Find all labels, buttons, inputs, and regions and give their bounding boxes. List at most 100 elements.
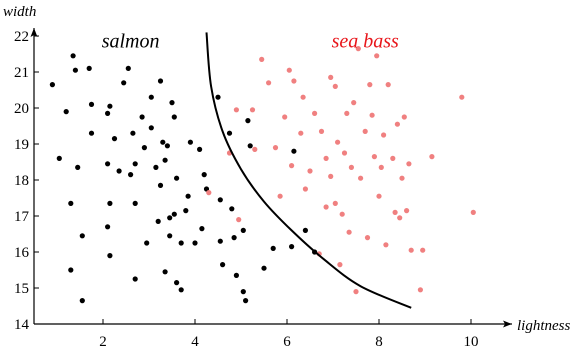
sea-bass-point — [470, 209, 476, 215]
salmon-point — [231, 235, 237, 241]
salmon-point — [157, 78, 164, 84]
salmon-point — [199, 226, 205, 232]
x-tick-label: 8 — [375, 334, 383, 350]
sea-bass-point — [401, 114, 407, 120]
salmon-point — [88, 101, 95, 107]
sea-bass-point — [429, 154, 435, 160]
sea-bass-point — [300, 94, 306, 100]
sea-bass-point — [307, 168, 313, 174]
salmon-point — [243, 298, 249, 304]
sea-bass-point — [351, 100, 357, 106]
sea-bass-point — [383, 242, 389, 248]
sea-bass-point — [312, 110, 318, 116]
salmon-point — [245, 118, 251, 124]
salmon-point — [128, 172, 134, 178]
sea-bass-point — [369, 112, 375, 118]
sea-bass-point — [399, 175, 405, 181]
y-tick-label: 20 — [14, 101, 29, 117]
salmon-point — [169, 100, 175, 106]
salmon-point — [79, 233, 85, 239]
sea-bass-point — [291, 78, 297, 84]
y-tick-label: 19 — [14, 137, 29, 153]
sea-bass-point — [355, 46, 361, 52]
sea-bass-point — [286, 67, 292, 73]
salmon-point — [132, 161, 138, 167]
y-tick-label: 17 — [14, 209, 30, 225]
salmon-point — [217, 197, 223, 203]
sea-bass-point — [206, 190, 212, 196]
salmon-point — [86, 65, 92, 71]
salmon-point — [174, 175, 180, 181]
y-tick-label: 22 — [14, 29, 29, 45]
sea-bass-point — [374, 53, 380, 59]
sea-bass-point — [339, 211, 345, 217]
x-axis-arrow — [503, 320, 512, 328]
salmon-point — [130, 130, 136, 136]
sea-bass-point — [367, 82, 373, 88]
salmon-point — [75, 164, 81, 170]
salmon-point — [107, 103, 113, 109]
y-tick-label: 14 — [14, 317, 30, 333]
salmon-point — [148, 94, 154, 100]
salmon-point — [302, 227, 308, 233]
sea-bass-point — [252, 146, 258, 152]
sea-bass-point — [328, 74, 334, 80]
salmon-point — [49, 82, 56, 88]
decision-boundary — [205, 32, 412, 309]
sea-bass-point — [335, 139, 341, 145]
sea-bass-point — [236, 217, 242, 223]
sea-bass-point — [348, 164, 354, 170]
sea-bass-point — [323, 204, 329, 210]
label-salmon: salmon — [102, 31, 160, 53]
salmon-point — [215, 94, 221, 100]
sea-bass-point — [381, 132, 387, 138]
sea-bass-point — [318, 128, 325, 134]
salmon-point — [141, 145, 147, 151]
salmon-point — [220, 262, 226, 268]
sea-bass-point — [459, 94, 465, 100]
x-tick-label: 4 — [191, 334, 199, 350]
salmon-point — [162, 269, 168, 275]
salmon-point — [105, 110, 111, 116]
salmon-point — [240, 289, 246, 295]
salmon-point — [164, 143, 170, 149]
sea-bass-point — [353, 289, 359, 295]
axes — [30, 28, 512, 328]
salmon-point — [68, 267, 74, 273]
salmon-point — [72, 67, 78, 73]
sea-bass-point — [362, 128, 368, 134]
sea-bass-point — [332, 200, 338, 206]
y-axis-arrow — [30, 28, 38, 37]
sea-bass-point — [328, 173, 334, 179]
salmon-point — [88, 130, 95, 136]
sea-bass-point — [404, 208, 410, 214]
x-tick-label: 2 — [99, 334, 107, 350]
sea-bass-point — [337, 262, 343, 268]
salmon-point — [157, 182, 164, 188]
salmon-point — [105, 224, 111, 230]
salmon-point — [270, 245, 276, 251]
salmon-point — [121, 80, 127, 86]
salmon-point — [171, 114, 177, 120]
label-sea-bass: sea bass — [332, 31, 399, 53]
y-tick-label: 16 — [14, 245, 30, 261]
sea-bass-point — [394, 121, 400, 127]
salmon-point — [139, 114, 145, 120]
y-axis-title: width — [3, 4, 36, 20]
x-tick-label: 6 — [283, 334, 291, 350]
salmon-point — [226, 130, 233, 136]
salmon-point — [70, 53, 76, 59]
sea-bass-point — [358, 175, 364, 181]
salmon-point — [153, 164, 159, 170]
salmon-point — [291, 148, 297, 154]
sea-bass-point — [266, 80, 272, 86]
sea-bass-point — [390, 155, 396, 161]
sea-bass-point — [298, 130, 304, 136]
salmon-point — [233, 272, 239, 278]
salmon-point — [155, 218, 161, 224]
ticks: 2 4 6 8 10 14 15 16 17 18 19 20 21 22 — [14, 29, 479, 350]
salmon-point — [56, 155, 62, 161]
sea-bass-point — [302, 186, 308, 192]
sea-bass-point — [233, 107, 239, 113]
sea-bass-point — [346, 229, 352, 235]
